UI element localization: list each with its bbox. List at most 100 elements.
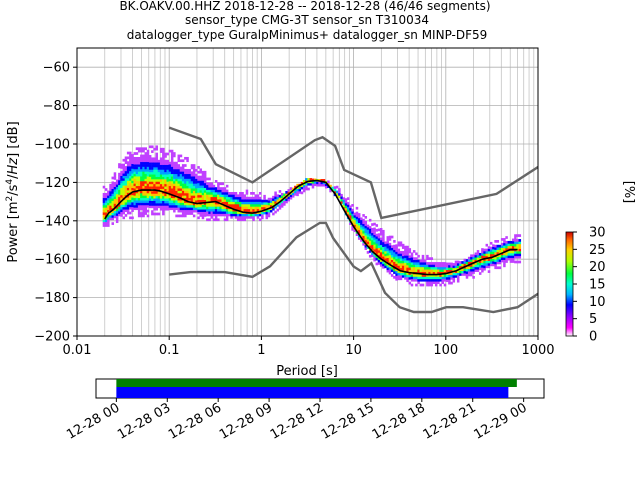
histogram-cell bbox=[393, 256, 396, 260]
histogram-cell bbox=[432, 264, 436, 268]
histogram-cell bbox=[186, 192, 189, 196]
histogram-cell bbox=[265, 204, 269, 208]
histogram-cell bbox=[179, 202, 183, 206]
histogram-cell bbox=[190, 212, 194, 215]
histogram-cell bbox=[474, 266, 478, 270]
histogram-cell bbox=[386, 238, 390, 242]
histogram-cell bbox=[166, 205, 170, 209]
histogram-cell bbox=[384, 258, 387, 261]
histogram-cell bbox=[102, 212, 106, 215]
histogram-cell bbox=[390, 269, 394, 272]
histogram-cell bbox=[256, 196, 260, 200]
histogram-cell bbox=[364, 247, 368, 250]
histogram-cell bbox=[166, 183, 170, 187]
histogram-cell bbox=[131, 185, 134, 188]
histogram-cell bbox=[401, 251, 405, 254]
histogram-cell bbox=[148, 203, 152, 206]
histogram-cell bbox=[346, 204, 350, 208]
histogram-cell bbox=[500, 245, 504, 248]
histogram-cell bbox=[113, 196, 117, 200]
histogram-cell bbox=[514, 236, 517, 240]
histogram-cell bbox=[111, 181, 115, 185]
histogram-cell bbox=[300, 184, 304, 188]
histogram-cell bbox=[186, 183, 189, 187]
histogram-cell bbox=[360, 239, 363, 242]
histogram-cell bbox=[498, 259, 502, 262]
histogram-cell bbox=[104, 195, 108, 199]
histogram-cell bbox=[179, 190, 183, 194]
histogram-cell bbox=[474, 262, 478, 265]
histogram-cell bbox=[406, 255, 409, 259]
histogram-cell bbox=[258, 218, 262, 222]
histogram-cell bbox=[173, 161, 176, 165]
histogram-cell bbox=[230, 201, 233, 205]
histogram-cell bbox=[177, 171, 181, 175]
histogram-cell bbox=[210, 187, 214, 190]
histogram-cell bbox=[395, 265, 398, 269]
histogram-cell bbox=[126, 194, 130, 198]
histogram-cell bbox=[146, 152, 150, 155]
histogram-cell bbox=[164, 162, 167, 165]
histogram-cell bbox=[408, 262, 412, 266]
histogram-cell bbox=[399, 243, 403, 247]
histogram-cell bbox=[140, 212, 143, 215]
histogram-cell bbox=[390, 245, 394, 248]
histogram-cell bbox=[133, 156, 137, 160]
histogram-cell bbox=[487, 270, 491, 273]
histogram-cell bbox=[210, 213, 214, 217]
histogram-cell bbox=[142, 178, 145, 182]
histogram-cell bbox=[437, 274, 440, 277]
histogram-cell bbox=[155, 174, 159, 177]
histogram-cell bbox=[221, 187, 225, 190]
histogram-cell bbox=[408, 255, 412, 259]
histogram-cell bbox=[476, 252, 480, 256]
histogram-cell bbox=[373, 256, 376, 260]
histogram-cell bbox=[190, 166, 194, 170]
histogram-cell bbox=[441, 271, 445, 275]
histogram-cell bbox=[129, 202, 132, 205]
histogram-cell bbox=[274, 210, 277, 214]
histogram-cell bbox=[364, 228, 368, 231]
histogram-cell bbox=[131, 182, 134, 186]
histogram-cell bbox=[243, 194, 247, 198]
histogram-cell bbox=[509, 240, 513, 244]
histogram-cell bbox=[261, 199, 264, 203]
histogram-cell bbox=[485, 265, 489, 269]
histogram-cell bbox=[296, 188, 299, 192]
histogram-cell bbox=[104, 207, 108, 211]
histogram-cell bbox=[397, 243, 401, 247]
histogram-cell bbox=[190, 188, 194, 191]
histogram-cell bbox=[197, 175, 200, 179]
histogram-cell bbox=[265, 202, 269, 205]
histogram-cell bbox=[247, 201, 251, 205]
histogram-cell bbox=[428, 264, 431, 268]
histogram-cell bbox=[142, 190, 145, 194]
histogram-cell bbox=[118, 208, 121, 212]
histogram-cell bbox=[212, 211, 216, 214]
histogram-cell bbox=[399, 272, 403, 276]
histogram-cell bbox=[122, 158, 126, 162]
histogram-cell bbox=[177, 178, 181, 182]
histogram-cell bbox=[126, 187, 130, 191]
histogram-cell bbox=[373, 232, 376, 236]
histogram-cell bbox=[159, 191, 163, 194]
histogram-cell bbox=[122, 180, 126, 184]
histogram-cell bbox=[245, 204, 249, 207]
histogram-cell bbox=[206, 211, 209, 214]
histogram-cell bbox=[135, 192, 139, 196]
histogram-cell bbox=[129, 187, 132, 191]
histogram-cell bbox=[419, 276, 423, 280]
histogram-cell bbox=[225, 218, 229, 222]
histogram-cell bbox=[203, 197, 207, 200]
histogram-cell bbox=[142, 185, 145, 189]
histogram-cell bbox=[386, 243, 390, 247]
histogram-cell bbox=[179, 185, 183, 189]
histogram-cell bbox=[401, 260, 405, 264]
histogram-cell bbox=[441, 264, 445, 268]
histogram-cell bbox=[179, 171, 183, 175]
histogram-cell bbox=[267, 212, 271, 215]
histogram-cell bbox=[118, 184, 121, 188]
y-tick-label: −100 bbox=[34, 138, 70, 153]
histogram-cell bbox=[118, 175, 121, 178]
